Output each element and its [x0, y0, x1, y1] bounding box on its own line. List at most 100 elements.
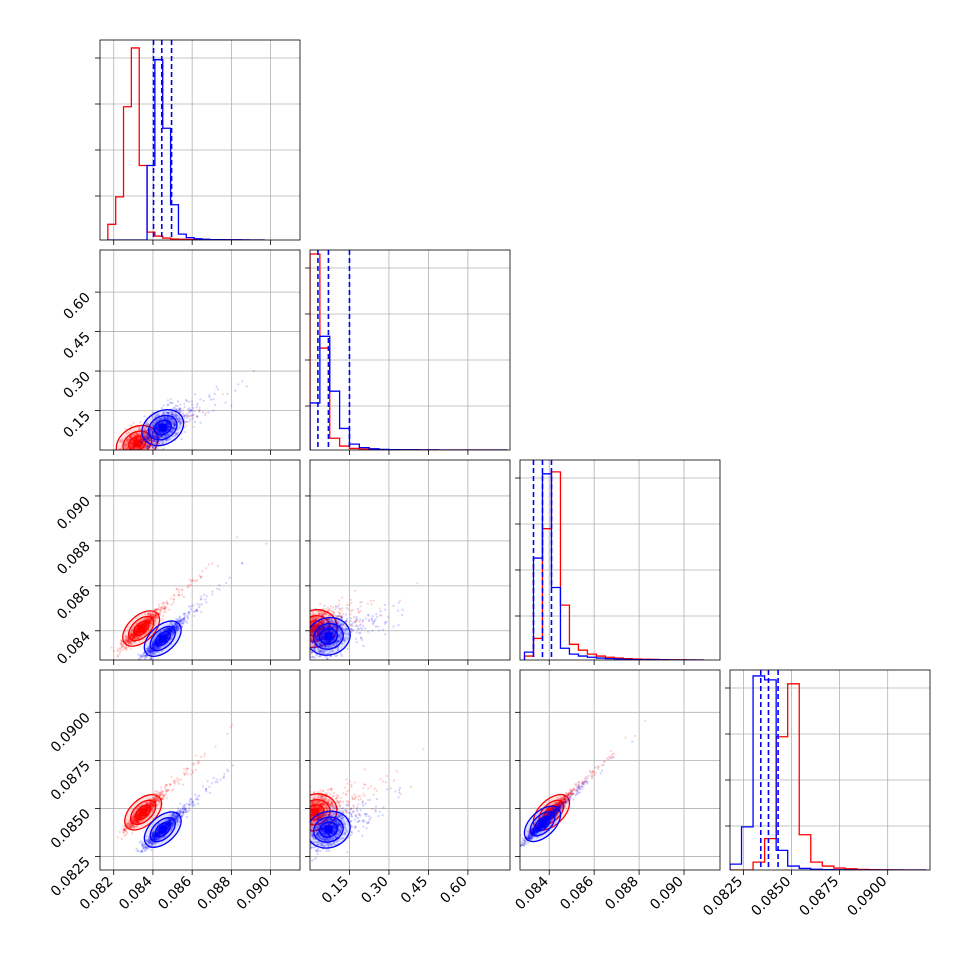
scatter-point — [181, 625, 184, 628]
scatter-point — [177, 625, 180, 628]
x-tick-label: 0.0875 — [796, 874, 842, 920]
scatter-point — [144, 433, 147, 436]
scatter-point — [145, 424, 148, 427]
scatter-point — [121, 466, 123, 468]
scatter-point — [173, 422, 176, 425]
scatter-point — [147, 436, 150, 440]
scatter-point — [131, 450, 133, 452]
scatter-point — [148, 650, 152, 653]
scatter-point — [179, 407, 182, 410]
scatter-point — [146, 619, 150, 622]
y-tick-label: 0.090 — [54, 493, 94, 533]
scatter-point — [140, 635, 143, 638]
scatter-point — [164, 435, 168, 438]
scatter-point — [147, 435, 150, 438]
scatter-point — [191, 413, 194, 417]
scatter-point — [168, 624, 171, 627]
scatter-point — [141, 442, 144, 445]
scatter-point — [331, 606, 335, 609]
scatter-point — [141, 452, 143, 454]
scatter-point — [307, 640, 309, 642]
scatter-point — [170, 418, 173, 421]
y-tick-label: 0.30 — [60, 369, 93, 402]
scatter-point — [161, 442, 164, 445]
scatter-point — [183, 415, 186, 418]
scatter-point — [366, 602, 369, 605]
scatter-point — [152, 432, 155, 435]
scatter-point — [287, 628, 289, 630]
scatter-point — [152, 646, 155, 649]
scatter-point — [306, 643, 308, 645]
scatter-point — [144, 445, 147, 448]
scatter-point — [149, 428, 153, 432]
scatter-point — [131, 452, 133, 454]
scatter-point — [154, 650, 158, 654]
y-tick-label: 0.45 — [60, 329, 93, 362]
scatter-point — [172, 427, 175, 430]
scatter-point — [156, 617, 159, 620]
scatter-point — [149, 620, 152, 623]
scatter-point — [129, 453, 131, 455]
scatter-point — [160, 630, 163, 633]
scatter-point — [147, 437, 150, 441]
scatter-point — [154, 442, 158, 445]
scatter-point — [205, 567, 208, 570]
density-peak-red — [133, 439, 142, 448]
scatter-point — [153, 619, 156, 622]
scatter-point — [148, 647, 151, 650]
scatter-point — [195, 608, 198, 611]
scatter-point — [145, 622, 148, 625]
scatter-point — [178, 419, 181, 423]
scatter-point — [296, 632, 298, 634]
scatter-point — [170, 628, 173, 631]
scatter-point — [159, 431, 162, 434]
scatter-point — [164, 415, 167, 419]
scatter-point — [307, 617, 309, 619]
scatter-point — [157, 428, 160, 431]
scatter-point — [130, 632, 133, 636]
scatter-point — [334, 607, 337, 611]
scatter-point — [213, 392, 216, 395]
scatter-point — [151, 643, 154, 646]
scatter-point — [308, 634, 310, 636]
scatter-point — [185, 424, 188, 427]
scatter-point — [166, 427, 170, 430]
scatter-point — [177, 408, 181, 412]
scatter-point — [117, 456, 119, 458]
scatter-point — [151, 430, 155, 433]
scatter-point — [154, 615, 157, 619]
scatter-point — [121, 645, 124, 648]
scatter-point — [131, 633, 134, 636]
scatter-point — [129, 633, 132, 636]
scatter-point — [163, 607, 166, 610]
scatter-point — [171, 417, 174, 420]
scatter-point — [140, 440, 143, 444]
scatter-point — [186, 616, 189, 619]
scatter-point — [135, 451, 137, 453]
scatter-point — [151, 434, 154, 437]
scatter-point — [127, 457, 129, 459]
scatter-point — [143, 656, 147, 659]
scatter-point — [187, 613, 191, 616]
scatter-point — [304, 632, 306, 634]
scatter-point — [306, 636, 308, 638]
scatter-point — [139, 655, 143, 658]
scatter-point — [156, 424, 159, 427]
scatter-point — [178, 410, 181, 413]
scatter-point — [146, 435, 149, 438]
scatter-point — [164, 628, 167, 631]
scatter-point — [306, 636, 308, 638]
scatter-point — [166, 422, 169, 425]
scatter-point — [167, 425, 170, 428]
scatter-point — [135, 451, 137, 453]
scatter-point — [416, 582, 419, 585]
scatter-point — [188, 411, 191, 414]
scatter-point — [126, 641, 130, 644]
scatter-point — [301, 641, 303, 643]
scatter-point — [189, 583, 192, 586]
scatter-point — [129, 454, 131, 456]
scatter-point — [151, 431, 154, 434]
scatter-point — [162, 447, 165, 450]
scatter-point — [129, 453, 131, 455]
scatter-point — [126, 451, 128, 453]
